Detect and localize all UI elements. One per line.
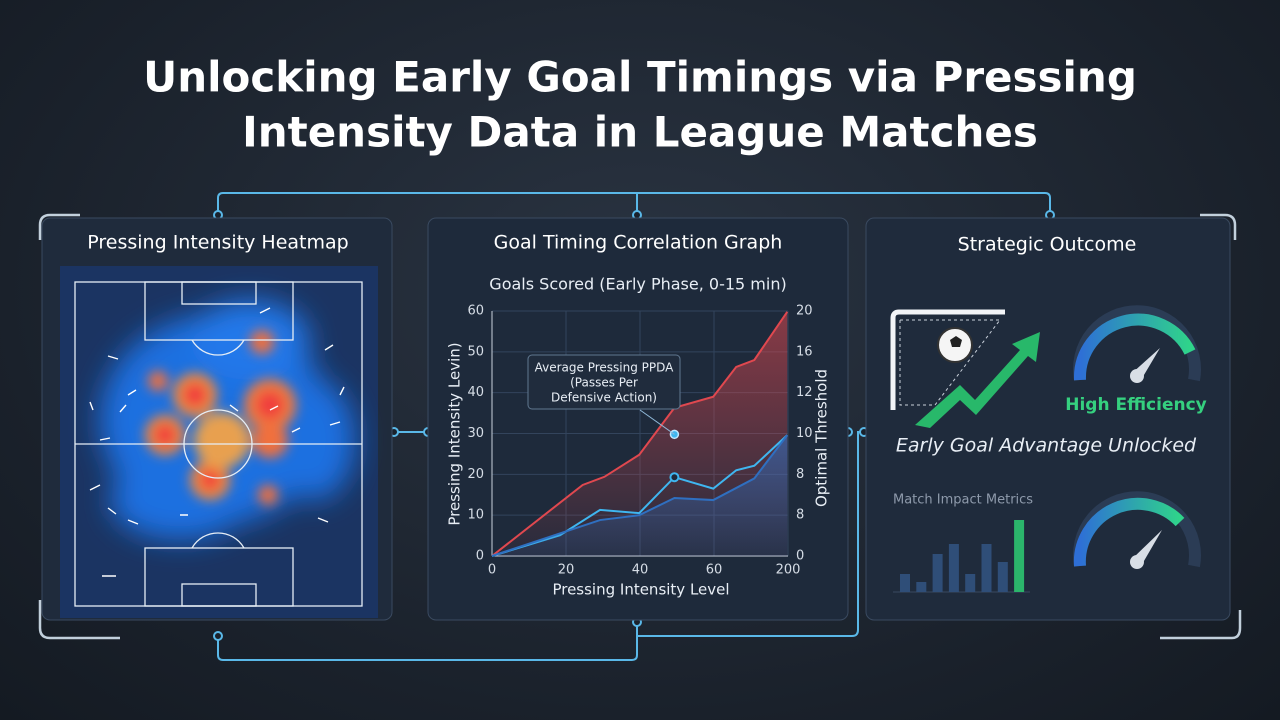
x-tick-label: 0 xyxy=(488,563,496,578)
goal-icon xyxy=(890,309,1040,428)
bar xyxy=(997,562,1008,592)
panel-title: Pressing Intensity Heatmap xyxy=(87,232,348,254)
metrics-title: Match Impact Metrics xyxy=(893,493,1033,508)
marker xyxy=(669,472,680,483)
annotation: Average Pressing PPDA xyxy=(535,361,675,375)
annotation: Defensive Action) xyxy=(551,391,657,405)
panel-title: Goal Timing Correlation Graph xyxy=(494,232,783,254)
heatmap xyxy=(60,266,378,618)
annotation: (Passes Per xyxy=(570,376,638,390)
x-tick-label: 60 xyxy=(706,563,723,578)
y2-tick-label: 16 xyxy=(796,344,813,359)
y-tick-label: 10 xyxy=(467,508,484,523)
x-axis-label: Pressing Intensity Level xyxy=(552,581,729,599)
y-tick-label: 20 xyxy=(467,467,484,482)
bar xyxy=(948,544,959,592)
area xyxy=(492,311,788,556)
frame-glow xyxy=(38,213,1242,640)
y-tick-label: 30 xyxy=(467,426,484,441)
x-tick-label: 200 xyxy=(776,563,801,578)
leader xyxy=(639,409,675,435)
bar xyxy=(916,582,927,592)
bar xyxy=(965,574,976,592)
metric-bars xyxy=(893,520,1030,593)
panel-title: Strategic Outcome xyxy=(958,234,1137,256)
title-line: Unlocking Early Goal Timings via Pressin… xyxy=(143,53,1137,102)
gauge xyxy=(1073,305,1201,383)
y-axis-label: Pressing Intensity Levin) xyxy=(446,342,464,525)
bar xyxy=(932,554,943,592)
y2-tick-label: 8 xyxy=(796,467,804,482)
y-tick-label: 50 xyxy=(467,344,484,359)
panel xyxy=(865,217,1231,621)
area xyxy=(492,435,788,556)
y2-tick-label: 12 xyxy=(796,385,813,400)
x-tick-label: 20 xyxy=(558,563,575,578)
gauge xyxy=(1073,491,1201,569)
y-tick-label: 40 xyxy=(467,385,484,400)
headline: Early Goal Advantage Unlocked xyxy=(896,435,1197,457)
x-tick-label: 40 xyxy=(632,563,649,578)
line xyxy=(491,434,789,557)
y-tick-label: 0 xyxy=(476,549,484,564)
chart-subtitle: Goals Scored (Early Phase, 0-15 min) xyxy=(489,275,786,294)
y2-tick-label: 10 xyxy=(796,426,813,441)
connectors xyxy=(213,192,1055,661)
bar xyxy=(1014,520,1025,592)
y2-axis-label: Optimal Threshold xyxy=(813,369,831,507)
y-tick-label: 60 xyxy=(467,304,484,319)
gauge-label: High Efficiency xyxy=(1065,395,1207,415)
y2-tick-label: 0 xyxy=(796,549,804,564)
title-line: Intensity Data in League Matches xyxy=(242,108,1038,157)
bar xyxy=(900,574,910,592)
y2-tick-label: 20 xyxy=(796,304,813,319)
bar xyxy=(981,544,992,592)
annotation-box xyxy=(527,354,681,410)
y2-tick-label: 8 xyxy=(796,508,804,523)
